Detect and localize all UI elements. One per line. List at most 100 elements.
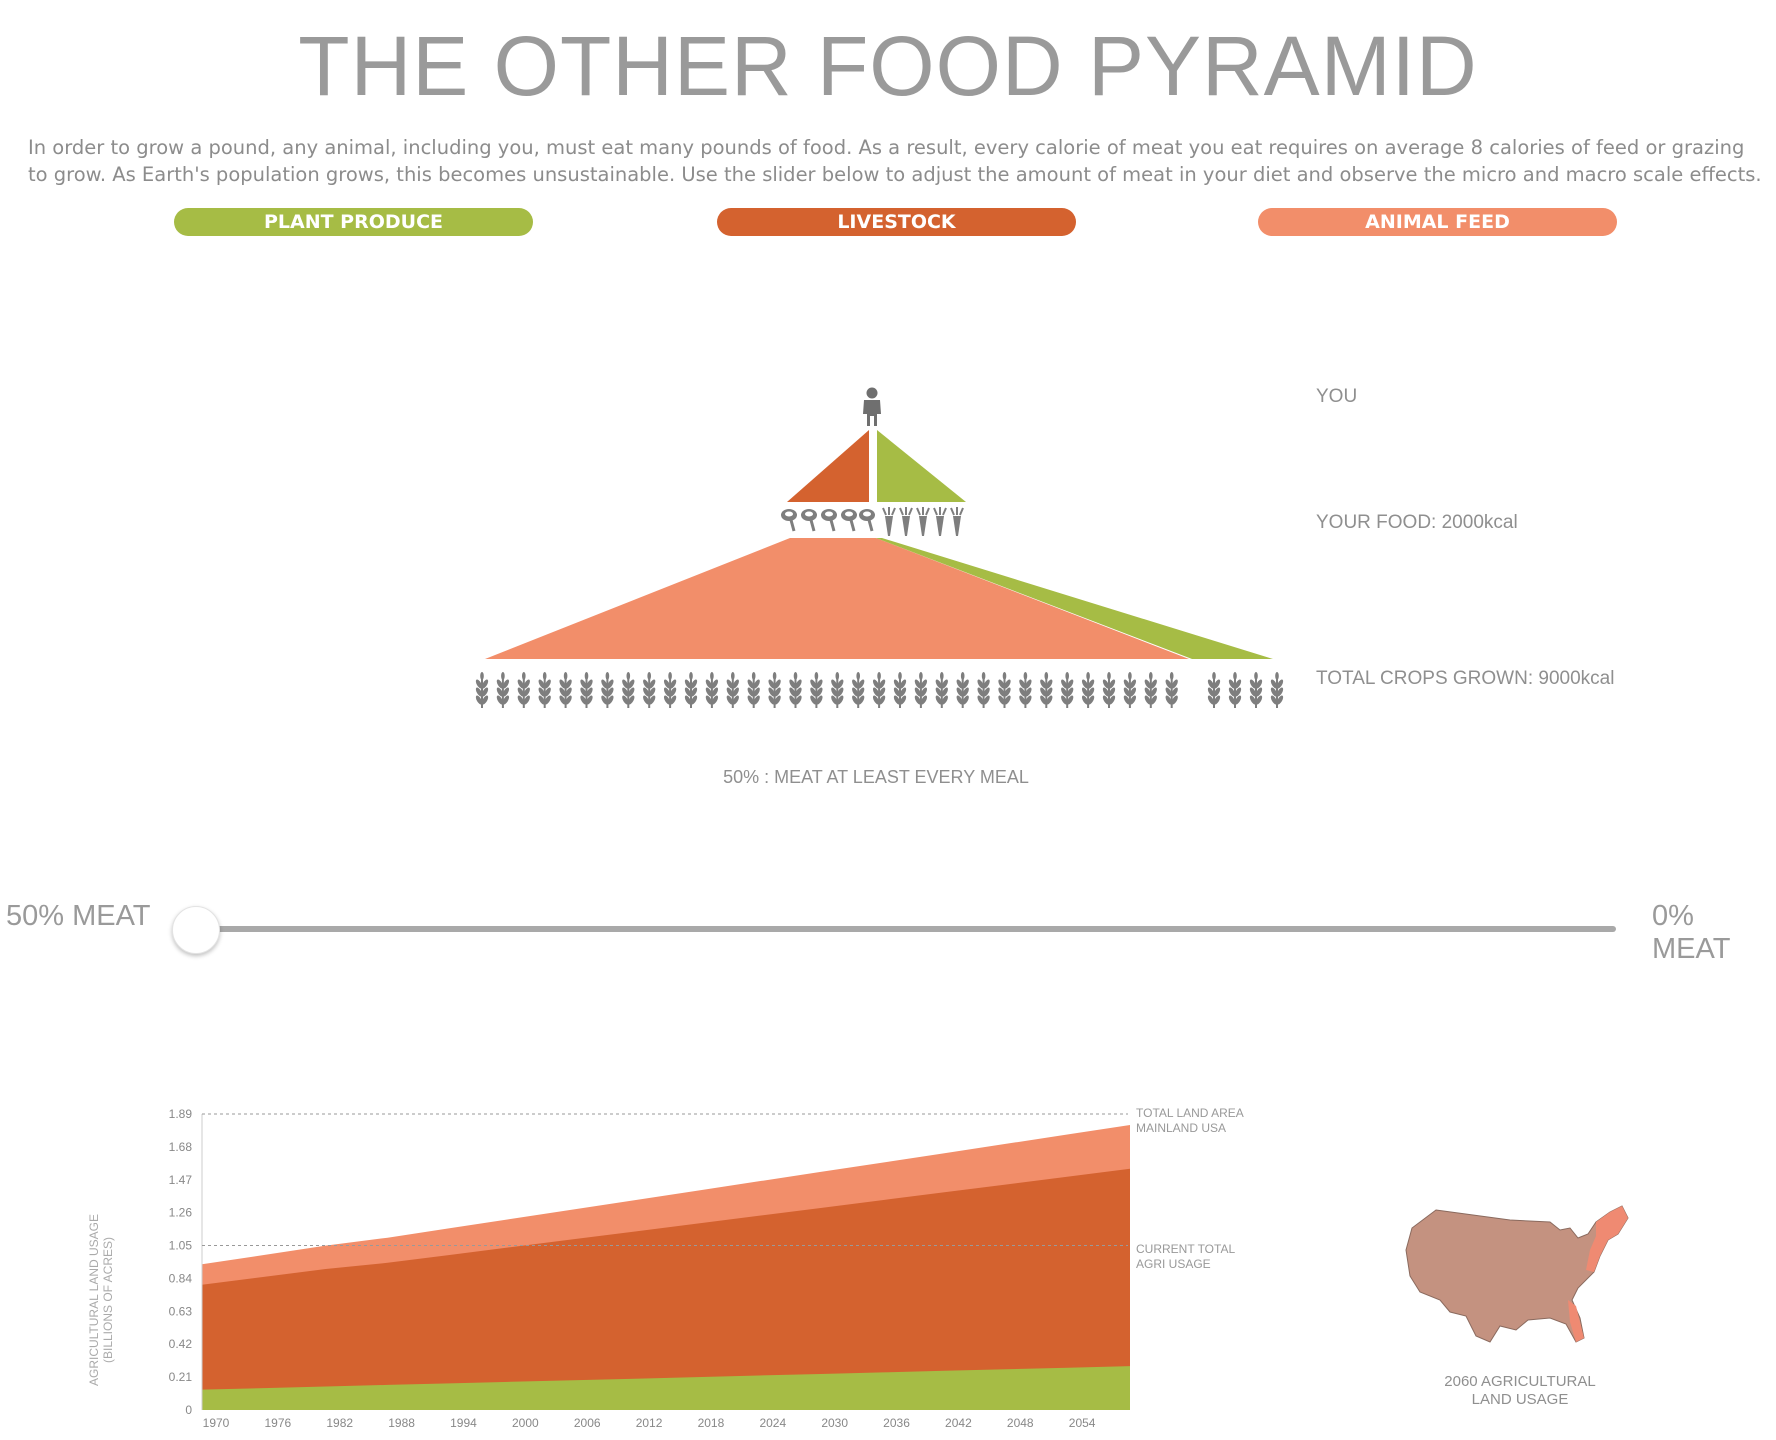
wheat-icon xyxy=(598,671,616,709)
plant-triangle xyxy=(877,430,966,502)
person-icon xyxy=(863,387,881,426)
wheat-icon xyxy=(996,671,1013,709)
wheat-icon xyxy=(870,671,888,709)
plant-produce-area xyxy=(202,1366,1130,1410)
total-crops-label: TOTAL CROPS GROWN: 9000kcal xyxy=(1316,668,1615,689)
x-tick-label: 2024 xyxy=(759,1416,786,1430)
wheat-icon xyxy=(912,671,930,709)
slider-right-label: 0% MEAT xyxy=(1652,900,1731,965)
y-tick-label: 0.63 xyxy=(169,1304,193,1318)
wheat-icon xyxy=(515,671,533,709)
meat-slider-handle[interactable] xyxy=(172,906,220,954)
x-tick-label: 1994 xyxy=(450,1416,477,1430)
wheat-icon xyxy=(1058,671,1076,709)
x-tick-label: 2018 xyxy=(698,1416,725,1430)
livestock-area xyxy=(202,1168,1130,1410)
x-tick-label: 2048 xyxy=(1007,1416,1034,1430)
usa-map-highlight xyxy=(1586,1206,1628,1272)
wheat-icon xyxy=(682,671,700,709)
wheat-icon xyxy=(1079,671,1097,709)
legend-livestock: LIVESTOCK xyxy=(717,208,1076,236)
usa-map xyxy=(1405,1205,1629,1343)
wheat-icon xyxy=(1016,671,1034,709)
map-caption-line1: 2060 AGRICULTURAL xyxy=(1444,1373,1596,1390)
wheat-icon xyxy=(807,671,825,709)
y-axis-label-line2: (BILLIONS OF ACRES) xyxy=(101,1237,115,1363)
map-caption-line2: LAND USAGE xyxy=(1471,1391,1569,1408)
wheat-icon xyxy=(1268,671,1286,709)
wheat-icon xyxy=(1037,671,1055,709)
wheat-icon xyxy=(849,671,867,709)
y-axis-label-line1: AGRICULTURAL LAND USAGE xyxy=(87,1214,101,1386)
wheat-icon xyxy=(745,671,763,709)
slider-left-label: 50% MEAT xyxy=(6,900,151,932)
wheat-icon xyxy=(1100,671,1118,709)
legend-plant-produce: PLANT PRODUCE xyxy=(174,208,533,236)
your-food-label: YOUR FOOD: 2000kcal xyxy=(1316,512,1518,533)
wheat-icon xyxy=(891,671,909,709)
x-tick-label: 2012 xyxy=(636,1416,663,1430)
legend-animal-feed: ANIMAL FEED xyxy=(1258,208,1617,236)
wheat-icon xyxy=(557,671,575,709)
wheat-icon xyxy=(1121,671,1139,709)
ref-total-land-line2: MAINLAND USA xyxy=(1136,1121,1226,1135)
x-tick-label: 1988 xyxy=(388,1416,415,1430)
wheat-icon xyxy=(1205,671,1223,709)
wheat-icon xyxy=(494,671,512,709)
wheat-icon xyxy=(933,671,951,709)
ref-total-land-line1: TOTAL LAND AREA xyxy=(1136,1106,1244,1120)
wheat-icon xyxy=(1247,671,1265,709)
x-tick-label: 2000 xyxy=(512,1416,539,1430)
y-tick-label: 0 xyxy=(185,1403,192,1417)
wheat-icon xyxy=(578,671,595,709)
land-usage-chart: AGRICULTURAL LAND USAGE (BILLIONS OF ACR… xyxy=(87,1106,1244,1430)
x-tick-label: 2054 xyxy=(1069,1416,1096,1430)
crop-icons-plant xyxy=(1205,671,1286,709)
wheat-icon xyxy=(975,671,993,709)
y-tick-label: 1.05 xyxy=(169,1239,193,1253)
livestock-triangle xyxy=(787,430,869,502)
wheat-icon xyxy=(954,671,972,709)
meat-slider-track[interactable] xyxy=(196,926,1616,932)
y-tick-label: 1.89 xyxy=(169,1107,193,1121)
wheat-icon xyxy=(703,671,721,709)
wheat-icon xyxy=(1142,671,1160,709)
x-tick-label: 2042 xyxy=(945,1416,972,1430)
y-tick-label: 0.42 xyxy=(169,1337,193,1351)
page-title: THE OTHER FOOD PYRAMID xyxy=(298,19,1478,113)
diet-caption: 50% : MEAT AT LEAST EVERY MEAL xyxy=(723,767,1029,787)
x-tick-label: 1976 xyxy=(265,1416,292,1430)
wheat-icon xyxy=(724,671,742,709)
food-pyramid xyxy=(473,387,1286,709)
plant-feed-trapezoid xyxy=(876,538,1273,659)
y-tick-label: 1.68 xyxy=(169,1140,193,1154)
x-tick-label: 2006 xyxy=(574,1416,601,1430)
wheat-icon xyxy=(536,671,554,709)
animal-feed-trapezoid xyxy=(485,538,1189,659)
usa-map-shape xyxy=(1405,1205,1629,1343)
wheat-icon xyxy=(787,671,804,709)
carrot-icons xyxy=(882,506,964,537)
y-tick-label: 1.26 xyxy=(169,1206,193,1220)
x-tick-label: 2036 xyxy=(883,1416,910,1430)
x-tick-label: 1982 xyxy=(326,1416,353,1430)
ref-current-agri-line1: CURRENT TOTAL xyxy=(1136,1242,1235,1256)
crop-icons-feed xyxy=(473,671,1181,709)
wheat-icon xyxy=(1226,671,1244,709)
wheat-icon xyxy=(766,671,784,709)
y-tick-label: 0.21 xyxy=(169,1370,193,1384)
x-tick-label: 1970 xyxy=(203,1416,230,1430)
y-tick-label: 1.47 xyxy=(169,1173,193,1187)
intro-text: In order to grow a pound, any animal, in… xyxy=(28,136,1762,186)
wheat-icon xyxy=(1163,671,1181,709)
y-tick-label: 0.84 xyxy=(169,1271,193,1285)
ref-current-agri-line2: AGRI USAGE xyxy=(1136,1257,1211,1271)
wheat-icon xyxy=(661,671,679,709)
wheat-icon xyxy=(828,671,846,709)
meat-drumstick-icons xyxy=(779,507,877,533)
you-label: YOU xyxy=(1316,386,1358,407)
wheat-icon xyxy=(640,671,658,709)
wheat-icon xyxy=(473,671,491,709)
x-tick-label: 2030 xyxy=(821,1416,848,1430)
wheat-icon xyxy=(619,671,637,709)
